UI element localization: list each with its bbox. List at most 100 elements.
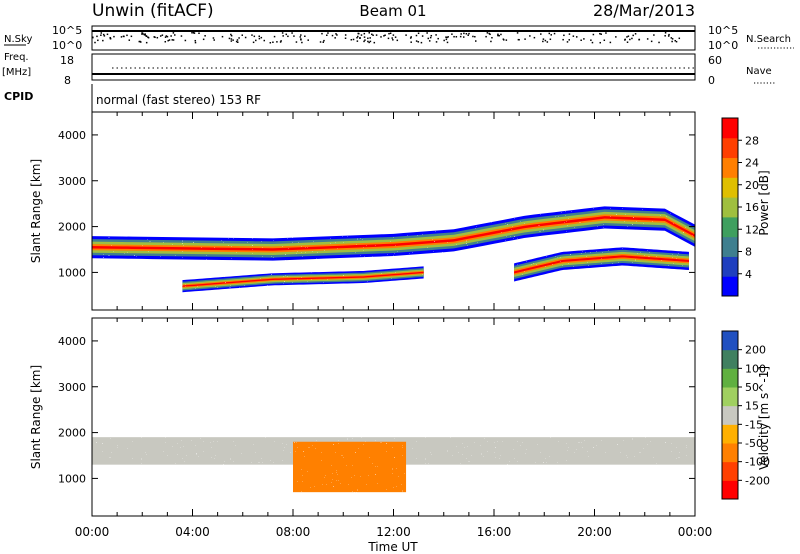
noise-dot xyxy=(563,34,565,37)
noise-dot xyxy=(281,32,284,34)
noise-dot xyxy=(671,40,673,43)
noise-dot xyxy=(357,35,359,38)
noise-dot xyxy=(113,35,115,38)
noise-dot xyxy=(230,34,233,37)
noise-dot xyxy=(258,35,260,38)
noise-dot xyxy=(293,35,295,37)
y-tick-label: 3000 xyxy=(58,381,86,394)
noise-dot xyxy=(194,39,197,42)
noise-dot xyxy=(592,33,595,36)
x-tick-label: 20:00 xyxy=(577,525,612,539)
freq-left-label-2: [MHz] xyxy=(2,67,31,78)
noise-dot xyxy=(429,36,432,39)
noise-dot xyxy=(258,37,261,40)
noise-dot xyxy=(383,35,385,37)
noise-dot xyxy=(460,33,462,35)
noise-dot xyxy=(344,34,347,36)
noise-dot xyxy=(632,34,634,37)
noise-dot xyxy=(367,40,369,43)
noise-dot xyxy=(489,33,491,36)
noise-dot xyxy=(321,32,323,35)
noise-dot xyxy=(572,35,575,37)
noise-dot xyxy=(230,33,232,36)
power-panel: 1000 2000 3000 4000 Slant Range [km] 4 8 12 16… xyxy=(29,111,771,311)
noise-dot xyxy=(363,40,365,43)
noise-dot xyxy=(490,40,492,43)
noise-dot xyxy=(202,38,205,41)
noise-dot xyxy=(260,36,263,39)
noise-dot xyxy=(299,36,302,38)
colorbar-segment xyxy=(722,331,738,351)
noise-dot xyxy=(300,39,302,41)
noise-dot xyxy=(600,33,602,35)
noise-dot xyxy=(323,39,325,42)
noise-dot xyxy=(167,39,169,42)
noise-dot xyxy=(624,38,626,41)
noise-dot xyxy=(631,37,633,40)
noise-dot xyxy=(319,41,322,43)
velocity-colorbar-label: Velocity [m s^-1] xyxy=(757,366,771,470)
noise-dot xyxy=(455,36,458,38)
colorbar-segment xyxy=(722,197,738,218)
noise-dot xyxy=(373,41,376,44)
noise-dot xyxy=(145,41,148,44)
noise-dot xyxy=(212,37,215,39)
noise-dot xyxy=(287,35,289,38)
noise-dot xyxy=(550,34,552,36)
y-tick-label: 4000 xyxy=(58,335,86,348)
noise-dot xyxy=(126,34,128,37)
noise-dot xyxy=(145,35,148,38)
noise-dot xyxy=(674,39,676,42)
noise-dot xyxy=(646,38,649,40)
noise-dot xyxy=(170,35,172,37)
noise-dot xyxy=(437,37,439,40)
velocity-colorbar: -200 -100 -50 -15 15 50 100 200 xyxy=(721,330,770,500)
colorbar-tick-label: 28 xyxy=(745,134,759,147)
colorbar-tick-label: 24 xyxy=(745,157,759,170)
noise-dot xyxy=(498,34,500,37)
x-tick-label: 04:00 xyxy=(175,525,210,539)
nave-tick-top: 60 xyxy=(708,54,722,67)
velocity-heatmap xyxy=(92,437,695,493)
noise-dot xyxy=(363,32,366,35)
noise-dot xyxy=(430,34,433,37)
noise-dot xyxy=(166,35,169,38)
noise-dot xyxy=(410,41,412,43)
time-x-axis: 00:00 04:00 08:00 12:00 16:00 20:00 00:00 xyxy=(75,525,713,539)
noise-dot xyxy=(664,32,667,34)
noise-dot xyxy=(626,41,629,43)
velocity-feature xyxy=(293,441,407,493)
noise-dot xyxy=(141,33,143,35)
noise-dot xyxy=(154,36,156,39)
colorbar-tick-label: 20 xyxy=(745,179,759,192)
noise-dot xyxy=(230,40,233,42)
noise-dot xyxy=(350,39,353,41)
noise-dot xyxy=(467,34,469,36)
noise-dot xyxy=(446,36,448,39)
noise-dot xyxy=(153,36,155,38)
colorbar-segment xyxy=(722,256,738,277)
noise-tick-left-top: 10^5 xyxy=(52,24,82,37)
colorbar-segment xyxy=(722,424,738,444)
noise-dot xyxy=(664,35,666,37)
power-heatmap xyxy=(92,206,695,293)
noise-dot xyxy=(546,41,549,43)
noise-dot xyxy=(360,34,363,36)
noise-dot xyxy=(359,37,361,39)
colorbar-segment xyxy=(722,349,738,369)
noise-dot xyxy=(670,37,673,39)
noise-dot xyxy=(204,35,206,37)
noise-dot xyxy=(472,35,474,38)
noise-dot xyxy=(100,34,102,36)
noise-dot xyxy=(336,34,338,36)
noise-dot xyxy=(331,34,334,37)
noise-dot xyxy=(369,40,372,43)
noise-dot xyxy=(356,40,359,42)
velocity-panel: 1000 2000 3000 4000 Slant Range [km] -200 -1… xyxy=(29,317,771,517)
noise-dot xyxy=(446,41,449,44)
noise-dot xyxy=(251,34,253,36)
noise-dot xyxy=(394,36,397,38)
noise-dot xyxy=(352,38,355,41)
freq-tick-bottom: 8 xyxy=(64,74,71,87)
